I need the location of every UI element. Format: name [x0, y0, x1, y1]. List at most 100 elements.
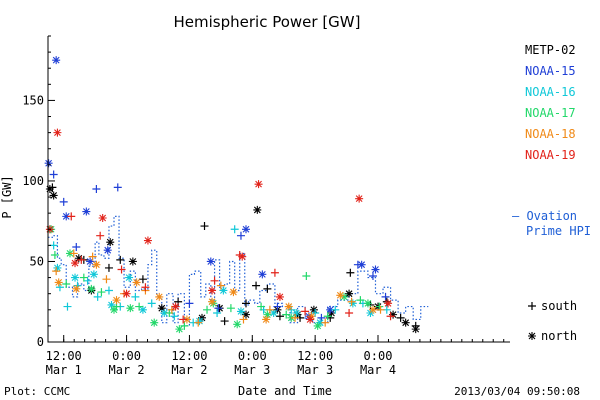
noaa-17-south-point — [79, 273, 88, 282]
noaa-15-north-point — [357, 260, 366, 269]
legend-noaa-15: NOAA-15 — [525, 64, 576, 78]
legend-noaa-17: NOAA-17 — [525, 106, 576, 120]
noaa-18-south-point — [194, 318, 203, 327]
noaa-18-south-point — [265, 305, 274, 314]
noaa-15-north-point — [242, 225, 250, 234]
plot-timestamp: 2013/03/04 09:50:08 — [454, 385, 580, 398]
noaa-19-north-point — [98, 213, 107, 222]
noaa-16-south-point — [230, 225, 239, 234]
noaa-16-north-point — [195, 317, 204, 326]
metp-02-north-point — [74, 254, 83, 263]
noaa-19-south-point — [210, 276, 219, 285]
noaa-16-north-point — [138, 305, 147, 314]
x-tick-time-label: 0:00 — [364, 349, 393, 363]
metp-02-north-point — [45, 185, 54, 193]
noaa-19-north-point — [355, 194, 364, 203]
noaa-17-north-point — [233, 320, 242, 329]
metp-02-north-point — [389, 310, 398, 319]
x-tick-date-label: Mar 4 — [360, 363, 396, 377]
noaa-16-south-point — [131, 292, 140, 301]
noaa-17-south-point — [257, 302, 266, 311]
noaa-19-north-point — [238, 252, 247, 261]
noaa-19-south-point — [386, 312, 395, 321]
noaa-19-north-point — [384, 299, 393, 308]
noaa-19-south-point — [117, 265, 126, 274]
noaa-19-north-point — [208, 286, 217, 295]
metp-02-north-point — [253, 205, 262, 214]
metp-02-south-point — [104, 263, 113, 272]
noaa-15-south-point — [49, 170, 58, 179]
legend-south-label: south — [541, 299, 577, 313]
metp-02-south-point — [242, 299, 250, 308]
x-tick-date-label: Mar 2 — [171, 363, 207, 377]
noaa-19-south-point — [301, 307, 310, 316]
x-tick-date-label: Mar 3 — [297, 363, 333, 377]
noaa-18-north-point — [229, 288, 238, 297]
noaa-17-north-point — [87, 284, 96, 293]
noaa-16-south-point — [93, 292, 102, 301]
noaa-18-south-point — [216, 281, 225, 290]
noaa-18-south-point — [167, 305, 176, 314]
noaa-16-south-point — [147, 299, 156, 308]
legend-south-symbol — [528, 302, 536, 310]
legend-north-symbol — [528, 332, 536, 340]
noaa-15-south-point — [368, 271, 377, 280]
metp-02-south-point — [263, 284, 272, 293]
metp-02-south-point — [252, 281, 261, 290]
metp-02-south-point — [220, 317, 229, 326]
legend-ovation-line2: Prime HPI — [526, 224, 591, 238]
noaa-16-north-point — [71, 273, 80, 282]
noaa-17-north-point — [313, 321, 322, 330]
noaa-15-south-point — [92, 185, 101, 193]
noaa-18-north-point — [284, 302, 293, 311]
y-tick-label: 0 — [37, 335, 44, 349]
noaa-18-north-point — [307, 312, 316, 321]
noaa-19-south-point — [96, 231, 105, 240]
metp-02-north-point — [327, 309, 336, 318]
legend: METP-02 NOAA-15 NOAA-16 NOAA-17 NOAA-18 NOAA-… — [512, 43, 591, 343]
metp-02-north-point — [106, 238, 115, 247]
noaa-15-north-point — [326, 305, 335, 314]
noaa-18-north-point — [262, 315, 271, 324]
x-axis-label: Date and Time — [238, 384, 332, 398]
metp-02-north-point — [401, 318, 410, 327]
legend-noaa-19: NOAA-19 — [525, 148, 576, 162]
noaa-17-north-point — [340, 292, 349, 301]
noaa-15-south-point — [381, 292, 390, 301]
noaa-18-south-point — [321, 318, 330, 327]
noaa-17-north-point — [110, 305, 118, 314]
x-tick-date-label: Mar 3 — [234, 363, 270, 377]
noaa-19-south-point — [270, 268, 279, 277]
noaa-18-north-point — [368, 305, 377, 314]
noaa-17-south-point — [135, 302, 144, 311]
noaa-18-north-point — [72, 284, 81, 293]
x-tick-time-label: 12:00 — [46, 349, 82, 363]
noaa-17-south-point — [356, 296, 365, 305]
noaa-16-north-point — [53, 263, 62, 272]
noaa-17-south-point — [62, 280, 71, 289]
noaa-16-north-point — [107, 300, 116, 309]
noaa-16-south-point — [104, 286, 113, 295]
noaa-16-south-point — [213, 309, 222, 318]
noaa-16-south-point — [55, 283, 64, 292]
noaa-18-south-point — [52, 267, 61, 276]
chart-title: Hemispheric Power [GW] — [174, 13, 361, 31]
noaa-16-south-point — [331, 305, 340, 314]
noaa-15-north-point — [103, 246, 112, 255]
noaa-18-north-point — [155, 292, 164, 301]
noaa-19-north-point — [254, 180, 263, 189]
noaa-18-south-point — [239, 315, 248, 324]
noaa-19-north-point — [53, 128, 62, 137]
x-tick-time-label: 12:00 — [297, 349, 333, 363]
y-tick-label: 150 — [22, 93, 44, 107]
noaa-15-south-point — [273, 302, 282, 311]
noaa-17-south-point — [203, 305, 212, 314]
noaa-17-north-point — [263, 310, 272, 319]
x-tick-date-label: Mar 1 — [46, 363, 82, 377]
noaa-16-south-point — [311, 309, 320, 318]
noaa-15-north-point — [62, 212, 71, 221]
noaa-15-south-point — [113, 183, 122, 192]
metp-02-north-point — [242, 310, 250, 319]
noaa-18-north-point — [54, 278, 63, 287]
